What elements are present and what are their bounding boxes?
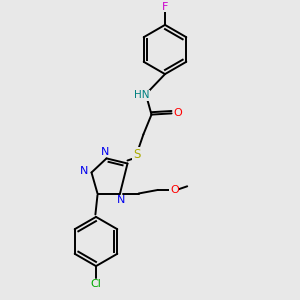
Text: S: S bbox=[133, 148, 140, 161]
Text: F: F bbox=[162, 2, 168, 12]
Text: O: O bbox=[170, 185, 179, 195]
Text: O: O bbox=[174, 108, 183, 118]
Text: N: N bbox=[117, 195, 126, 205]
Text: N: N bbox=[101, 147, 109, 157]
Text: HN: HN bbox=[134, 90, 149, 100]
Text: Cl: Cl bbox=[91, 279, 101, 289]
Text: N: N bbox=[80, 166, 88, 176]
